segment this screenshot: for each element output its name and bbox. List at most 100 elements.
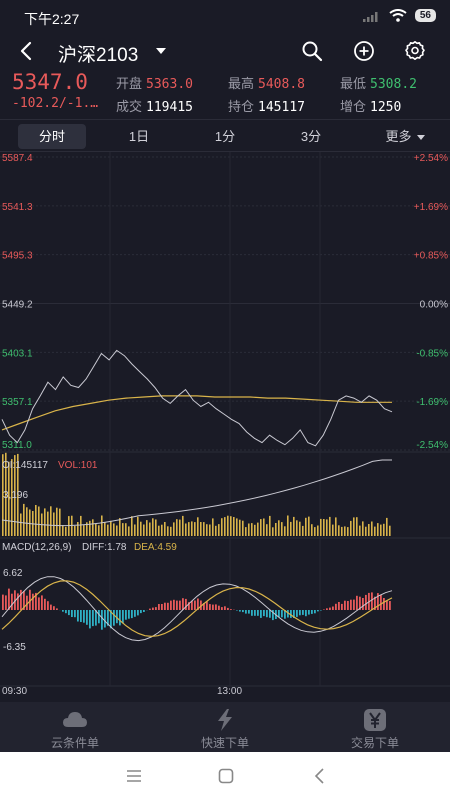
open-interest-label: 持仓 <box>228 99 255 114</box>
menu-icon[interactable] <box>124 766 144 786</box>
home-square-icon[interactable] <box>216 766 236 786</box>
volume-bar <box>179 519 181 536</box>
macd-bar-positive <box>38 597 40 610</box>
volume-bar <box>206 524 208 536</box>
trade-order-button[interactable]: 交易下单 <box>300 702 450 752</box>
volume-bar <box>323 519 325 536</box>
high-value: 5408.8 <box>258 77 305 92</box>
macd-bar-negative <box>116 610 118 624</box>
macd-bar-negative <box>296 610 298 617</box>
volume-bars <box>2 452 391 536</box>
macd-bar-negative <box>311 610 313 614</box>
macd-bar-negative <box>302 610 304 615</box>
quick-order-button[interactable]: 快速下单 <box>150 702 300 752</box>
volume-bar <box>242 520 244 536</box>
macd-bar-negative <box>272 610 274 621</box>
tab-intraday[interactable]: 分时 <box>18 124 86 149</box>
macd-bar-negative <box>266 610 268 618</box>
volume-bar <box>92 519 94 536</box>
volume-bar <box>113 523 115 536</box>
volume-bar <box>251 523 253 536</box>
volume-bar <box>164 522 166 536</box>
cloud-condition-order-label: 云条件单 <box>50 736 99 750</box>
macd-bar-negative <box>239 610 241 612</box>
tab-1-min[interactable]: 1分 <box>214 129 236 144</box>
volume-bar <box>134 524 136 536</box>
tab-1-day[interactable]: 1日 <box>128 129 150 144</box>
volume-bar <box>311 524 313 536</box>
volume-bar <box>173 522 175 536</box>
percent-tick-label: 0.00% <box>420 300 448 311</box>
volume-bar <box>152 518 154 536</box>
macd-bar-negative <box>128 610 130 619</box>
search-icon[interactable] <box>301 40 323 62</box>
macd-bar-positive <box>152 607 154 610</box>
volume-bar <box>182 515 184 536</box>
volume-bar <box>218 524 220 536</box>
macd-histogram <box>2 588 391 630</box>
tab-more[interactable]: 更多 <box>370 124 440 149</box>
macd-bar-positive <box>227 607 229 610</box>
contract-title[interactable]: 沪深2103 <box>58 45 139 66</box>
time-label-start: 09:30 <box>2 686 27 697</box>
macd-bar-positive <box>203 603 205 610</box>
volume-bar <box>317 525 319 536</box>
macd-bar-negative <box>86 610 88 625</box>
tab-more-label: 更多 <box>385 129 412 144</box>
intraday-chart[interactable]: 5587.4 5541.3 5495.3 5449.2 5403.1 5357.1 5311… <box>0 152 450 700</box>
macd-bar-positive <box>218 605 220 610</box>
back-nav-icon[interactable] <box>310 766 330 786</box>
volume-bar <box>377 523 379 536</box>
cloud-condition-order-button[interactable]: 云条件单 <box>0 702 150 752</box>
back-arrow-icon[interactable] <box>16 40 38 62</box>
macd-bar-negative <box>137 610 139 616</box>
volume-bar <box>347 527 349 536</box>
volume-bar <box>185 523 187 536</box>
macd-bar-negative <box>122 610 124 624</box>
volume-bar <box>227 515 229 536</box>
price-axis-labels: 5587.4 5541.3 5495.3 5449.2 5403.1 5357.1 5311… <box>2 153 33 451</box>
macd-bar-positive <box>2 594 4 610</box>
macd-bar-negative <box>140 610 142 614</box>
system-nav-bar <box>0 752 450 800</box>
macd-bar-positive <box>191 600 193 610</box>
settings-gear-icon[interactable] <box>404 40 426 62</box>
macd-bar-positive <box>155 607 157 610</box>
volume-bar <box>23 503 25 536</box>
macd-bar-positive <box>35 592 37 610</box>
add-circle-icon[interactable] <box>353 40 375 62</box>
open-interest-value: 145117 <box>258 100 305 115</box>
price-tick-label: 5311.0 <box>2 440 32 451</box>
volume-value: 119415 <box>146 100 193 115</box>
volume-bar <box>80 515 82 536</box>
macd-label: MACD(12,26,9) <box>2 542 71 553</box>
volume-bar <box>239 519 241 536</box>
macd-bar-positive <box>383 598 385 610</box>
volume-bar <box>353 517 355 536</box>
percent-tick-label: +2.54% <box>414 153 448 164</box>
tab-3-min[interactable]: 3分 <box>300 129 322 144</box>
macd-dea-line <box>1 580 393 638</box>
macd-bar-negative <box>80 610 82 622</box>
volume-bar <box>350 520 352 536</box>
volume-bar <box>269 515 271 536</box>
macd-bar-positive <box>158 604 160 610</box>
macd-bar-positive <box>206 601 208 610</box>
volume-bar <box>359 525 361 536</box>
oi-change-value: 1250 <box>370 100 402 115</box>
macd-axis-bottom: -6.35 <box>3 642 26 653</box>
macd-bar-positive <box>197 598 199 610</box>
volume-bar <box>389 525 391 536</box>
macd-bar-negative <box>236 610 238 611</box>
macd-bar-negative <box>284 610 286 619</box>
volume-bar <box>260 519 262 536</box>
volume-bar <box>224 517 226 536</box>
macd-bar-positive <box>323 609 325 610</box>
volume-bar <box>89 520 91 536</box>
macd-bar-positive <box>353 599 355 610</box>
macd-bar-positive <box>170 600 172 610</box>
chevron-down-icon[interactable] <box>156 48 166 54</box>
percent-tick-label: -2.54% <box>416 440 448 451</box>
volume-bar <box>44 508 46 536</box>
volume-bar <box>8 461 10 536</box>
